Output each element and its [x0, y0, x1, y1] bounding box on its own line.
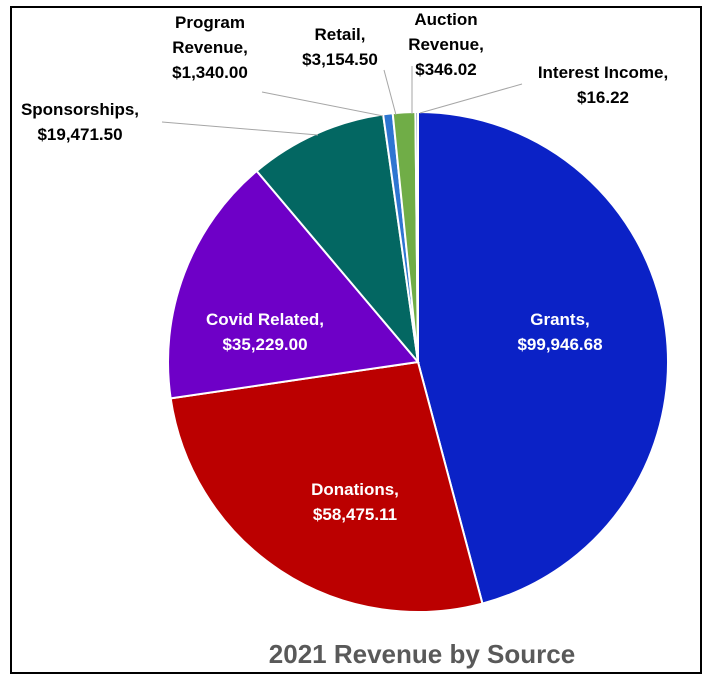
chart-title: 2021 Revenue by Source	[269, 639, 575, 669]
leader-line-program-revenue	[261, 91, 384, 117]
slice-sponsorships	[255, 113, 420, 366]
leader-line-retail	[383, 69, 397, 116]
data-label-auction-revenue: Auction Revenue, $346.02	[408, 10, 484, 79]
data-label-covid-related: Covid Related, $35,229.00	[206, 310, 324, 354]
data-label-donations: Donations, $58,475.11	[311, 480, 399, 524]
data-label-retail: Retail, $3,154.50	[302, 25, 378, 69]
slice-covid-related	[167, 169, 420, 400]
slice-labels: Grants, $99,946.68 Donations, $58,475.11 Cov…	[21, 10, 668, 524]
data-label-grants: Grants, $99,946.68	[517, 310, 602, 354]
leader-line-interest-income	[419, 83, 523, 114]
data-label-interest-income: Interest Income, $16.22	[538, 63, 668, 107]
leader-line-sponsorships	[161, 121, 319, 136]
slice-grants	[417, 110, 669, 605]
data-label-sponsorships: Sponsorships, $19,471.50	[21, 100, 139, 144]
data-label-program-revenue: Program Revenue, $1,340.00	[172, 13, 248, 82]
pie-slices	[167, 110, 669, 613]
slice-donations	[169, 360, 484, 613]
leader-lines	[161, 66, 523, 136]
